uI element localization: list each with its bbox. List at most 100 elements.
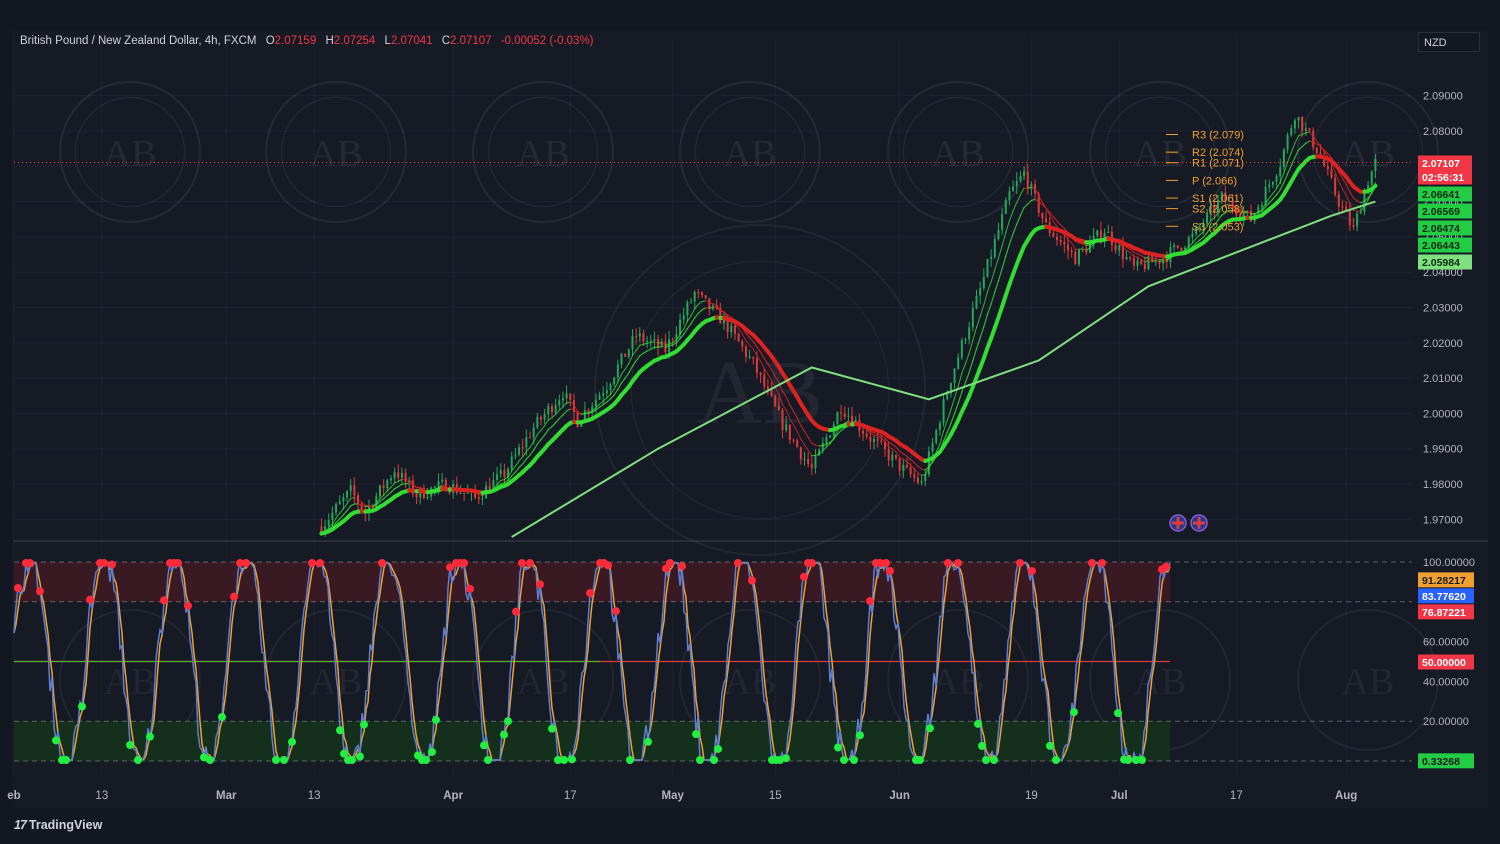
candle-body (572, 399, 575, 412)
stoch-sell-dot (536, 580, 544, 589)
ema-mid-line (518, 463, 524, 469)
candle-body (993, 239, 996, 257)
ema-fast-line (774, 387, 780, 395)
ema-fast-line (1049, 214, 1054, 222)
ema-fast-line (968, 339, 974, 354)
candle-body (1121, 245, 1124, 259)
stoch-buy-dot (62, 756, 70, 765)
stoch-sell-dot (1162, 562, 1170, 571)
ema-fast-line (1341, 188, 1347, 196)
ema-fast-line (1287, 152, 1292, 163)
ema-fast-line (1008, 210, 1014, 222)
candle-body (785, 424, 788, 430)
ema-fast-line (1210, 217, 1215, 221)
ema-mid-line (979, 326, 985, 339)
tradingview-logo[interactable]: 17 TradingView (14, 818, 102, 832)
ema-fast-line (1052, 220, 1058, 228)
watermark-text: AB (104, 661, 157, 703)
stoch-buy-dot (982, 756, 990, 765)
candle-body (521, 447, 524, 449)
time-axis-label: 13 (95, 790, 108, 802)
ema-fast-line (350, 497, 355, 499)
candle-body (1290, 128, 1293, 136)
price-badge (1418, 169, 1472, 185)
candle-body (1026, 171, 1029, 189)
ema-mid-line (1195, 239, 1201, 244)
watermark-inner-ring (487, 96, 599, 208)
ema-fast-line (664, 343, 670, 346)
candle-body (887, 449, 890, 461)
candle-body (624, 353, 627, 357)
stoch-buy-dot (52, 736, 60, 745)
ema-fast-line (1316, 140, 1322, 147)
candle-body (949, 382, 952, 394)
ema-fast-line (602, 397, 608, 402)
stoch-buy-dot (692, 730, 700, 739)
candle-body (986, 259, 989, 277)
ema-mid-line (1297, 145, 1303, 151)
watermark-text: AB (1134, 661, 1187, 703)
stoch-axis-label: 60.00000 (1423, 637, 1469, 649)
candle-body (1143, 263, 1146, 270)
price-axis-label: 2.02000 (1423, 338, 1463, 350)
candle-body (898, 458, 901, 471)
candle-body (1260, 204, 1263, 207)
candle-body (1231, 200, 1234, 209)
candle-body (327, 519, 330, 527)
ema-mid-line (522, 458, 527, 465)
time-axis-label: 17 (1230, 790, 1243, 802)
ema-fast-line (650, 341, 655, 344)
candle-body (957, 357, 960, 369)
ema-mid-line (511, 471, 516, 477)
stoch-badge-text: 76.87221 (1422, 607, 1466, 619)
ema-mid-line (514, 466, 520, 473)
ema-fast-line (591, 407, 597, 412)
ema-fast-line (1140, 258, 1146, 263)
candle-body (770, 388, 773, 396)
time-axis-label: 13 (308, 790, 321, 802)
price-axis-label: 2.09000 (1423, 91, 1463, 103)
candle-body (752, 356, 755, 359)
ema-mid-line (1261, 206, 1267, 212)
watermark-text: AB (1133, 133, 1186, 175)
ema-mid-line (910, 458, 915, 464)
ema-mid-line (770, 369, 776, 377)
ema-fast-line (544, 419, 549, 427)
candle-body (437, 481, 440, 487)
watermark-ring (679, 81, 821, 223)
candle-body (1268, 184, 1271, 187)
ema-fast-line (796, 430, 802, 440)
stoch-sell-dot (944, 558, 952, 567)
ema-fast-line (975, 315, 981, 329)
ema-mid-line (953, 402, 959, 415)
stoch-sell-dot (316, 558, 324, 567)
ema-mid-line (419, 486, 425, 490)
ema-fast-line (386, 486, 392, 492)
stoch-sell-dot (886, 566, 894, 575)
candle-body (1238, 215, 1241, 219)
stoch-buy-dot (834, 743, 842, 752)
ema-mid-line (1001, 255, 1007, 270)
ema-fast-line (1294, 135, 1300, 144)
tradingview-mark-icon: 17 (14, 818, 27, 832)
ema-fast-line (1082, 248, 1087, 251)
ema-mid-line (1140, 255, 1146, 259)
ema-mid-line (573, 408, 579, 414)
ema-fast-line (438, 484, 443, 488)
stoch-sell-dot (108, 560, 116, 569)
currency-selector[interactable]: NZD (1418, 32, 1480, 52)
ema-fast-line (869, 432, 875, 436)
ema-fast-line (1122, 247, 1128, 251)
candle-body (1180, 247, 1183, 251)
candle-body (1056, 236, 1059, 241)
candle-body (1206, 212, 1209, 224)
symbol-title: British Pound / New Zealand Dollar, 4h, … (20, 35, 257, 47)
candle-body (803, 458, 806, 460)
ema-fast-line (825, 443, 831, 448)
stoch-buy-dot (336, 726, 344, 735)
candle-body (1030, 184, 1033, 189)
ema-mid-line (994, 280, 1000, 293)
watermark-logo: AB (594, 224, 926, 556)
candle-body (869, 436, 872, 442)
